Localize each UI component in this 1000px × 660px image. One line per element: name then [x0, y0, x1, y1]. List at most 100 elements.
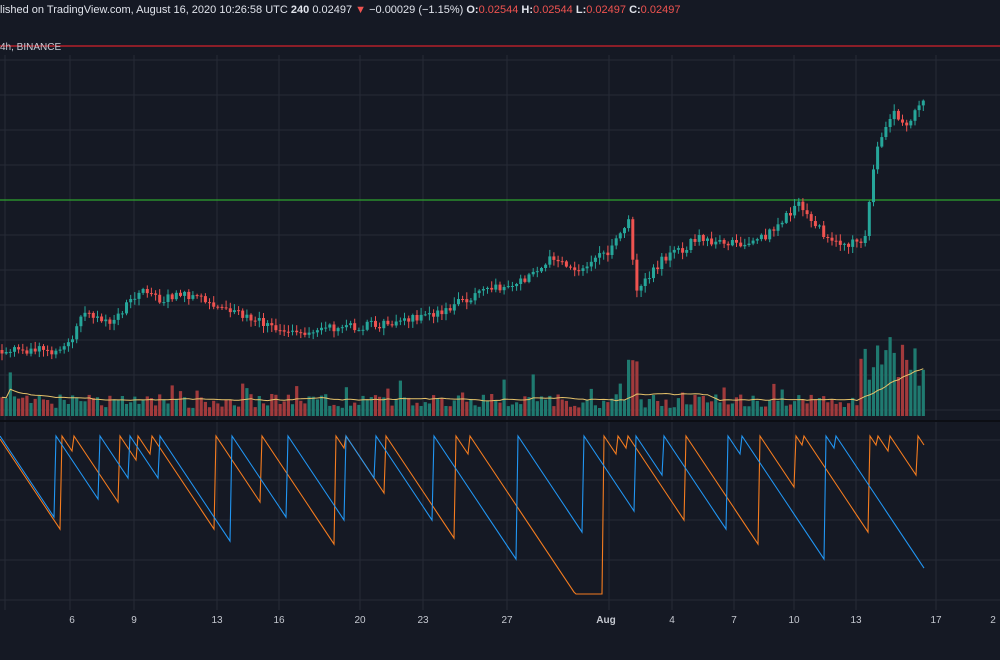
price-candles[interactable] — [0, 99, 925, 361]
volume-bar — [282, 401, 286, 416]
candle-body — [452, 304, 456, 311]
volume-bar — [162, 399, 166, 416]
volume-bar — [4, 398, 8, 416]
volume-bar — [129, 402, 133, 416]
candle-body — [706, 238, 709, 241]
candle-body — [461, 299, 465, 300]
volume-bar — [427, 403, 431, 416]
candle-body — [145, 289, 149, 294]
candle-body — [681, 248, 685, 253]
volume-bar — [436, 398, 440, 416]
candle-body — [62, 346, 66, 350]
candle-body — [179, 292, 182, 296]
volume-bar — [913, 348, 917, 416]
x-axis-label: 23 — [417, 615, 429, 626]
volume-bar — [108, 395, 112, 416]
candle-body — [398, 320, 402, 322]
candle-body — [220, 306, 224, 308]
candle-body — [784, 213, 788, 223]
volume-bar — [62, 399, 66, 416]
volume-bar — [656, 401, 660, 416]
volume-bar — [585, 399, 589, 416]
volume-bar — [660, 406, 664, 416]
candle-body — [506, 286, 510, 288]
volume-bar — [340, 407, 344, 416]
volume-bar — [822, 396, 826, 416]
candle-body — [577, 270, 581, 272]
volume-bar — [46, 400, 50, 416]
volume-bar — [141, 399, 145, 416]
volume-bar — [228, 399, 232, 416]
x-axis-label: 10 — [788, 615, 800, 626]
candle-body — [149, 293, 153, 295]
candle-body — [901, 119, 904, 123]
candle-body — [896, 110, 900, 120]
volume-bar — [432, 395, 436, 416]
volume-bar — [361, 395, 365, 416]
candle-body — [411, 315, 415, 322]
volume-bar — [452, 400, 456, 416]
candle-body — [374, 320, 377, 327]
volume-bar — [527, 397, 531, 416]
candle-body — [743, 244, 747, 247]
candle-body — [137, 292, 141, 299]
candle-body — [627, 219, 631, 229]
close-value: 0.02497 — [640, 4, 681, 16]
x-axis-label: 6 — [69, 615, 75, 626]
candle-body — [25, 350, 29, 354]
volume-bar — [286, 394, 290, 416]
volume-bar — [710, 401, 714, 416]
candle-body — [394, 321, 398, 326]
volume-bar — [602, 400, 606, 416]
candle-body — [726, 243, 730, 246]
volume-bar — [104, 407, 108, 416]
candle-body — [623, 228, 626, 234]
volume-bar — [137, 403, 141, 416]
volume-bar — [905, 359, 909, 416]
candle-body — [867, 202, 871, 236]
volume-bar — [41, 399, 46, 416]
volume-bar — [494, 400, 498, 416]
volume-bar — [730, 403, 734, 416]
candle-body — [100, 316, 104, 322]
volume-bar — [747, 406, 751, 416]
candle-body — [593, 257, 597, 262]
candle-body — [253, 320, 257, 322]
candle-body — [8, 351, 12, 353]
candle-body — [647, 278, 651, 280]
volume-bar — [83, 401, 87, 416]
candle-body — [195, 295, 199, 297]
volume-bar — [481, 394, 485, 416]
candle-body — [328, 324, 332, 328]
volume-bar — [195, 390, 199, 416]
candle-body — [199, 295, 203, 297]
candle-body — [772, 229, 776, 231]
candle-body — [183, 291, 187, 296]
candle-body — [13, 347, 16, 352]
candle-body — [905, 122, 909, 126]
volume-bar — [581, 402, 585, 416]
candle-body — [556, 259, 560, 262]
volume-bar — [365, 400, 369, 416]
volume-bar — [33, 398, 37, 416]
candle-body — [822, 225, 826, 237]
candle-body — [208, 302, 211, 304]
candle-body — [676, 248, 680, 250]
volume-bar — [739, 394, 743, 416]
candle-body — [162, 302, 166, 304]
candle-body — [66, 342, 70, 347]
x-axis-label: 9 — [131, 615, 137, 626]
volume-bar — [643, 407, 647, 416]
candle-body — [830, 237, 834, 241]
candle-body — [249, 314, 253, 321]
time-axis[interactable]: 6 9 13 16 20 23 27 Aug 4 7 10 13 17 2 — [0, 609, 1000, 660]
volume-bar — [830, 399, 834, 416]
x-axis-label: 20 — [354, 615, 366, 626]
candle-body — [390, 324, 394, 326]
symbol-info[interactable]: 4h, BINANCE — [0, 42, 62, 53]
candle-body — [116, 313, 120, 320]
volume-bar — [651, 395, 656, 416]
volume-bar — [797, 395, 801, 416]
candle-body — [859, 241, 863, 243]
